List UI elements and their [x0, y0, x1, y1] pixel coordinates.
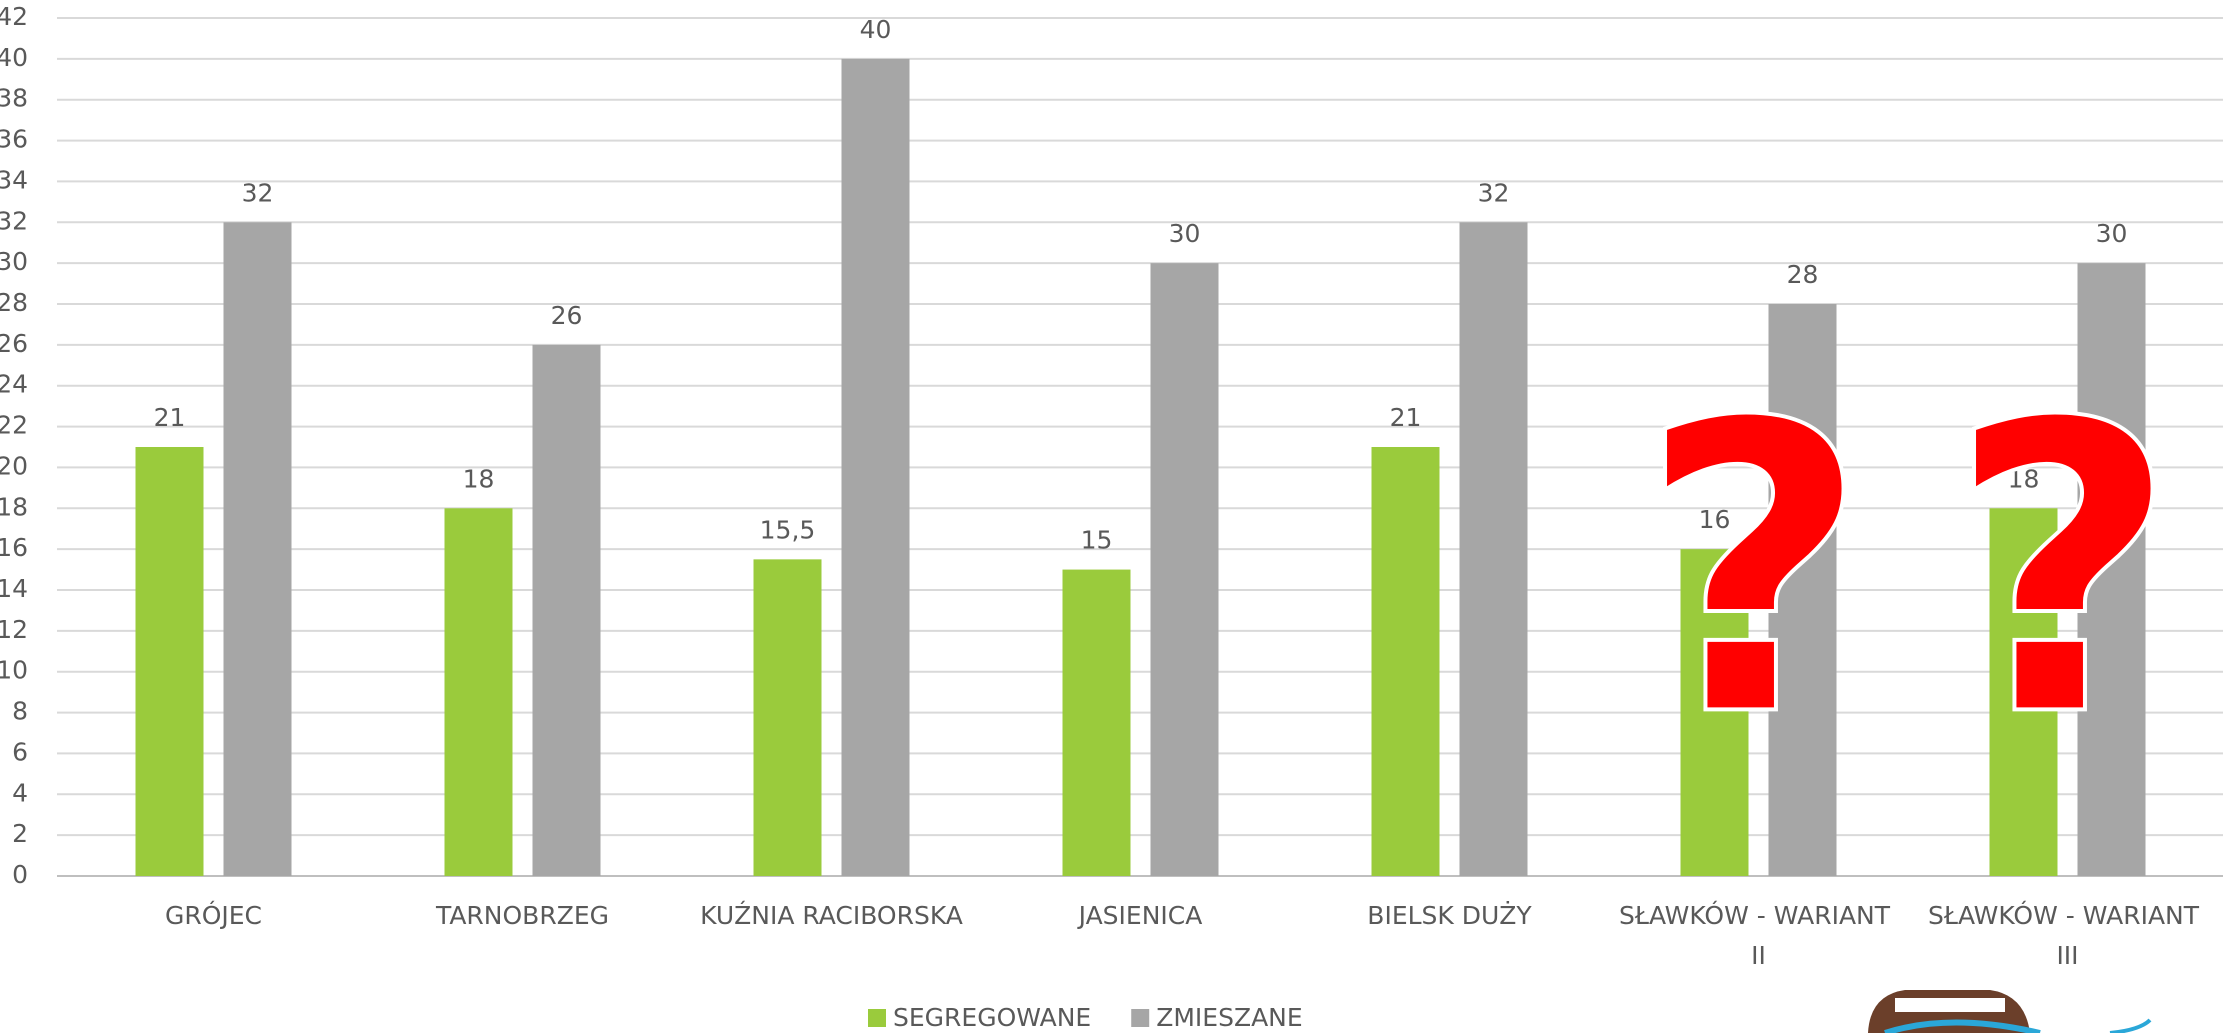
y-tick-label: 0 — [12, 860, 28, 889]
y-tick-label: 36 — [0, 125, 28, 154]
y-tick-label: 40 — [0, 43, 28, 72]
y-tick-label: 4 — [12, 778, 28, 807]
y-tick-label: 38 — [0, 84, 28, 113]
legend-label: SEGREGOWANE — [893, 1003, 1091, 1032]
data-label: 15,5 — [760, 515, 816, 544]
bar — [223, 222, 292, 877]
x-tick-label: SŁAWKÓW - WARIANT II — [1619, 900, 1898, 970]
logo — [1868, 990, 2152, 1033]
data-label: 40 — [860, 15, 892, 44]
bar — [753, 559, 822, 876]
y-tick-label: 16 — [0, 533, 28, 562]
data-label: 32 — [242, 178, 274, 207]
data-label: 18 — [2008, 464, 2040, 493]
annotation: ? — [1637, 339, 1869, 804]
y-tick-label: 24 — [0, 370, 28, 399]
y-tick-label: 12 — [0, 615, 28, 644]
data-label: 21 — [154, 403, 186, 432]
y-tick-label: 22 — [0, 411, 28, 440]
data-label: 18 — [463, 464, 495, 493]
y-tick-label: 42 — [0, 2, 28, 31]
bar — [135, 447, 204, 876]
y-tick-label: 26 — [0, 329, 28, 358]
data-label: 26 — [551, 301, 583, 330]
bar — [1459, 222, 1528, 877]
y-tick-label: 18 — [0, 492, 28, 521]
legend-label: ZMIESZANE — [1156, 1003, 1302, 1032]
data-label: 32 — [1478, 178, 1510, 207]
y-tick-label: 20 — [0, 451, 28, 480]
x-tick-label-line: III — [2056, 941, 2078, 970]
data-label: 16 — [1699, 505, 1731, 534]
y-tick-label: 8 — [12, 697, 28, 726]
bar — [1062, 569, 1131, 876]
data-label: 28 — [1787, 260, 1819, 289]
x-tick-label: TARNOBRZEG — [435, 901, 609, 930]
legend-swatch — [868, 1009, 886, 1027]
bar — [444, 508, 513, 876]
x-tick-label-line: SŁAWKÓW - WARIANT — [1619, 900, 1898, 930]
x-tick-label: SŁAWKÓW - WARIANT III — [1928, 900, 2207, 970]
bar — [841, 58, 910, 877]
y-tick-label: 32 — [0, 206, 28, 235]
y-tick-label: 28 — [0, 288, 28, 317]
x-tick-label: BIELSK DUŻY — [1367, 901, 1532, 930]
bar — [1768, 304, 1837, 876]
y-tick-label: 34 — [0, 165, 28, 194]
x-tick-label-line: II — [1751, 941, 1766, 970]
legend-swatch — [1131, 1009, 1150, 1027]
x-tick-label: KUŹNIA RACIBORSKA — [700, 901, 963, 930]
y-tick-label: 30 — [0, 247, 28, 276]
bar — [1680, 549, 1749, 876]
y-tick-label: 10 — [0, 656, 28, 685]
x-tick-label: GRÓJEC — [165, 900, 262, 930]
bar — [1150, 263, 1219, 877]
data-label: 15 — [1081, 526, 1113, 555]
data-label: 30 — [2096, 219, 2128, 248]
x-tick-label: JASIENICA — [1077, 901, 1203, 930]
data-label: 21 — [1390, 403, 1422, 432]
y-tick-label: 6 — [12, 737, 28, 766]
bar — [1371, 447, 1440, 876]
bar — [2077, 263, 2146, 877]
y-tick-label: 14 — [0, 574, 28, 603]
annotation: ? — [1946, 339, 2178, 804]
bar — [532, 344, 601, 876]
x-tick-label-line: SŁAWKÓW - WARIANT — [1928, 900, 2207, 930]
y-tick-label: 2 — [12, 819, 28, 848]
data-label: 30 — [1169, 219, 1201, 248]
bar — [1989, 508, 2058, 876]
